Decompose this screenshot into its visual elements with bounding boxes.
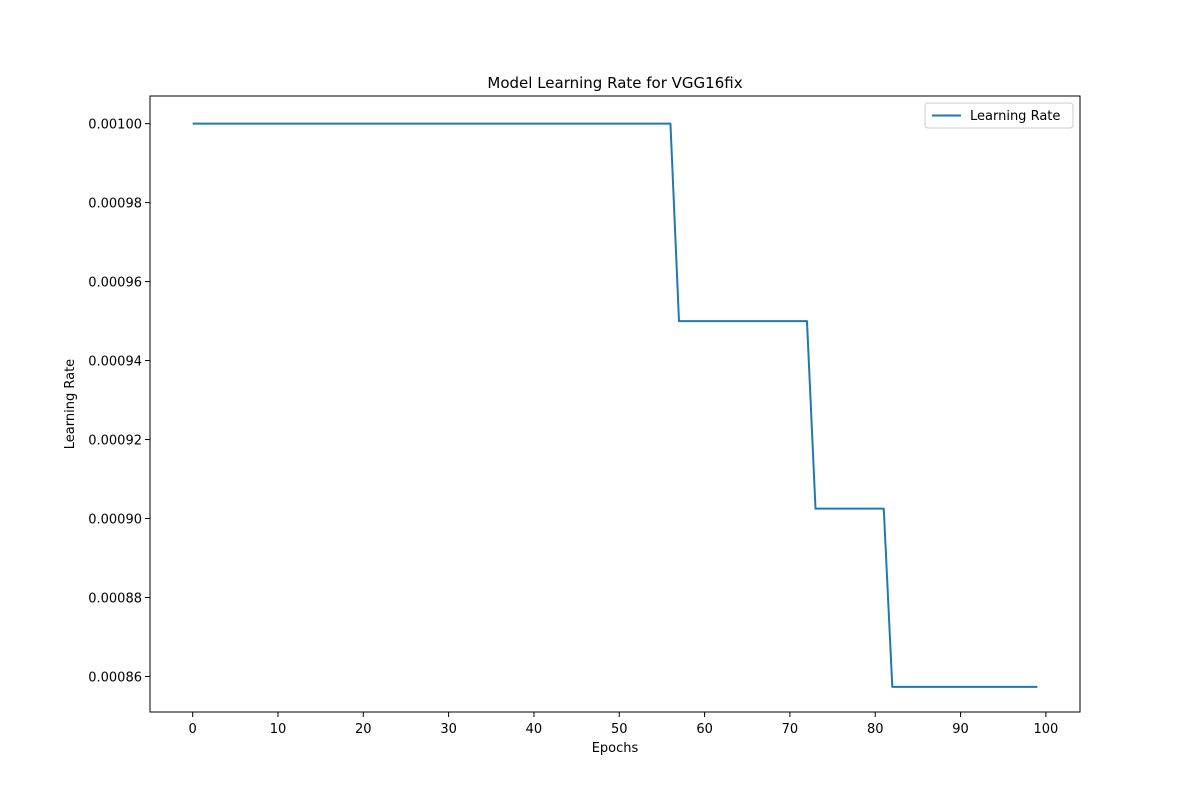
x-axis-ticks: 0 10 20 30 40 50 60 70 80 90 100 <box>189 712 1058 737</box>
x-tick-label: 60 <box>696 722 713 737</box>
x-tick-label: 40 <box>526 722 543 737</box>
y-tick-label: 0.00092 <box>88 434 142 449</box>
x-tick-label: 0 <box>189 722 197 737</box>
y-tick-label: 0.00094 <box>88 355 142 370</box>
x-tick-label: 50 <box>611 722 628 737</box>
y-tick-label: 0.00086 <box>88 670 142 685</box>
y-tick-label: 0.00100 <box>88 118 142 133</box>
series-line-learning-rate <box>192 122 1038 688</box>
legend: Learning Rate <box>924 102 1074 129</box>
chart-title: Model Learning Rate for VGG16fix <box>487 74 742 92</box>
y-tick-label: 0.00096 <box>88 276 142 291</box>
y-tick-label: 0.00090 <box>88 513 142 528</box>
x-tick-label: 90 <box>952 722 969 737</box>
plot-frame <box>149 95 1081 713</box>
legend-box <box>924 102 1074 129</box>
y-axis-label: Learning Rate <box>63 359 78 449</box>
plot-area: 0 10 20 30 40 50 60 70 80 90 100 0.000860.000880.0… <box>88 95 1081 737</box>
x-tick-label: 70 <box>782 722 799 737</box>
x-axis-label: Epochs <box>592 741 639 756</box>
legend-label: Learning Rate <box>970 109 1060 124</box>
x-tick-label: 10 <box>270 722 287 737</box>
x-tick-label: 80 <box>867 722 884 737</box>
x-tick-label: 100 <box>1033 722 1058 737</box>
y-axis-ticks: 0.00086 0.00088 0.00090 0.00092 0.00094 0.000… <box>88 118 150 685</box>
x-tick-label: 30 <box>440 722 457 737</box>
series-lines <box>192 122 1038 688</box>
y-tick-label: 0.00098 <box>88 197 142 212</box>
x-tick-label: 20 <box>355 722 372 737</box>
y-tick-label: 0.00088 <box>88 591 142 606</box>
